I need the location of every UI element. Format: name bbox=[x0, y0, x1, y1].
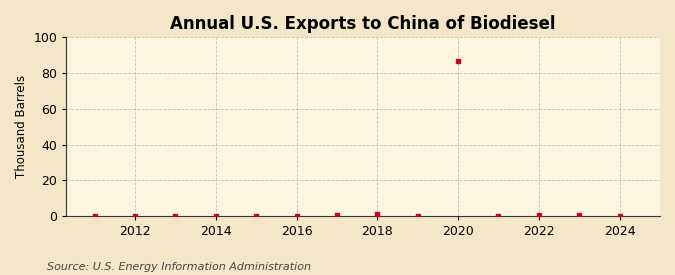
Text: Source: U.S. Energy Information Administration: Source: U.S. Energy Information Administ… bbox=[47, 262, 311, 272]
Y-axis label: Thousand Barrels: Thousand Barrels bbox=[15, 75, 28, 178]
Title: Annual U.S. Exports to China of Biodiesel: Annual U.S. Exports to China of Biodiese… bbox=[171, 15, 556, 33]
